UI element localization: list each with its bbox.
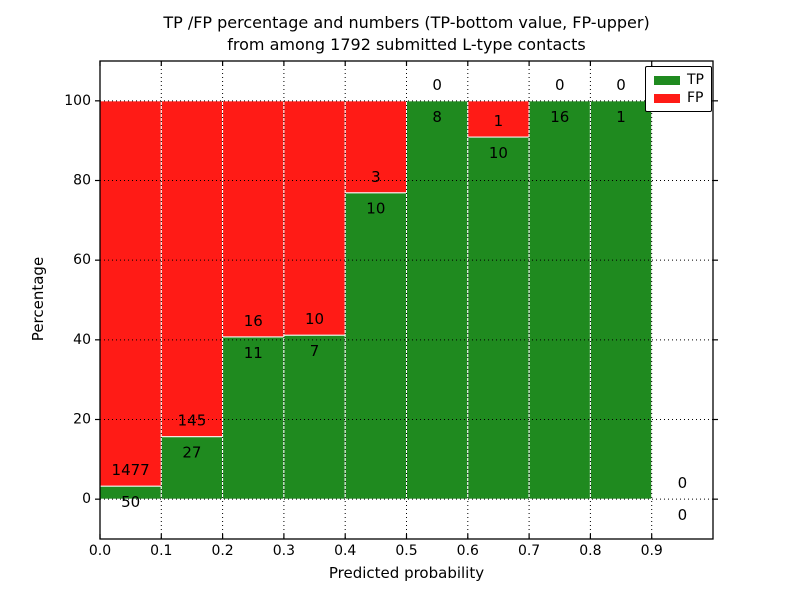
fp-count-label: 0	[616, 76, 626, 94]
y-tick-label: 100	[64, 93, 91, 109]
tp-count-label: 10	[366, 200, 385, 218]
fp-count-label: 0	[678, 474, 688, 492]
plot-frame	[99, 60, 714, 540]
fp-count-label: 1477	[112, 461, 150, 479]
chart-title-line2: from among 1792 submitted L-type contact…	[227, 35, 586, 54]
bar-tp-segment	[344, 192, 408, 500]
x-tick-label: 0.6	[457, 543, 479, 559]
x-tick-label: 0.8	[579, 543, 601, 559]
legend-item-tp: TP	[646, 73, 711, 87]
x-tick-label: 0.3	[273, 543, 295, 559]
chart-title: TP /FP percentage and numbers (TP-bottom…	[100, 12, 713, 56]
bar-fp-segment	[344, 100, 408, 194]
legend-label-tp: TP	[687, 72, 704, 88]
fp-count-label: 145	[178, 412, 207, 430]
fp-count-label: 1	[494, 112, 504, 130]
bar-tp-segment	[467, 136, 530, 500]
tp-count-label: 50	[121, 493, 140, 511]
fp-count-label: 10	[305, 310, 324, 328]
fp-count-label: 16	[244, 312, 263, 330]
legend-swatch-tp-icon	[654, 75, 680, 85]
fp-count-label: 0	[432, 76, 442, 94]
x-tick-label: 0.5	[395, 543, 417, 559]
tp-count-label: 16	[550, 108, 569, 126]
bar-tp-segment	[528, 100, 591, 500]
legend-swatch-fp-icon	[654, 93, 680, 103]
bar-tp-segment	[589, 100, 653, 500]
legend-label-fp: FP	[687, 90, 704, 106]
y-tick-label: 0	[82, 491, 91, 507]
tp-count-label: 1	[616, 108, 626, 126]
fp-count-label: 3	[371, 168, 381, 186]
bar-fp-segment	[222, 100, 285, 338]
y-tick-label: 40	[73, 332, 91, 348]
tp-count-label: 8	[432, 108, 442, 126]
tp-count-label: 10	[489, 144, 508, 162]
chart-title-line1: TP /FP percentage and numbers (TP-bottom…	[163, 13, 650, 32]
x-tick-label: 0.2	[211, 543, 233, 559]
tp-count-label: 7	[310, 342, 320, 360]
y-tick-label: 20	[73, 412, 91, 428]
bar-fp-segment	[160, 100, 224, 438]
x-tick-label: 0.7	[518, 543, 540, 559]
y-axis-label: Percentage	[29, 256, 47, 342]
tp-count-label: 0	[678, 506, 688, 524]
legend-item-fp: FP	[646, 91, 711, 105]
bar-tp-segment	[283, 334, 346, 500]
bar-fp-segment	[283, 100, 346, 336]
bar-tp-segment	[222, 336, 285, 500]
bar-fp-segment	[99, 100, 162, 487]
y-tick-label: 60	[73, 252, 91, 268]
x-tick-label: 0.4	[334, 543, 356, 559]
bar-fp-segment	[467, 100, 530, 138]
y-tick-label: 80	[73, 173, 91, 189]
x-tick-label: 0.9	[641, 543, 663, 559]
tp-count-label: 11	[244, 344, 263, 362]
x-tick-label: 0.1	[150, 543, 172, 559]
tp-count-label: 27	[182, 444, 201, 462]
x-tick-label: 0.0	[89, 543, 111, 559]
x-axis-label: Predicted probability	[328, 564, 485, 582]
bar-tp-segment	[406, 100, 469, 500]
legend: TP FP	[645, 66, 712, 112]
fp-count-label: 0	[555, 76, 565, 94]
